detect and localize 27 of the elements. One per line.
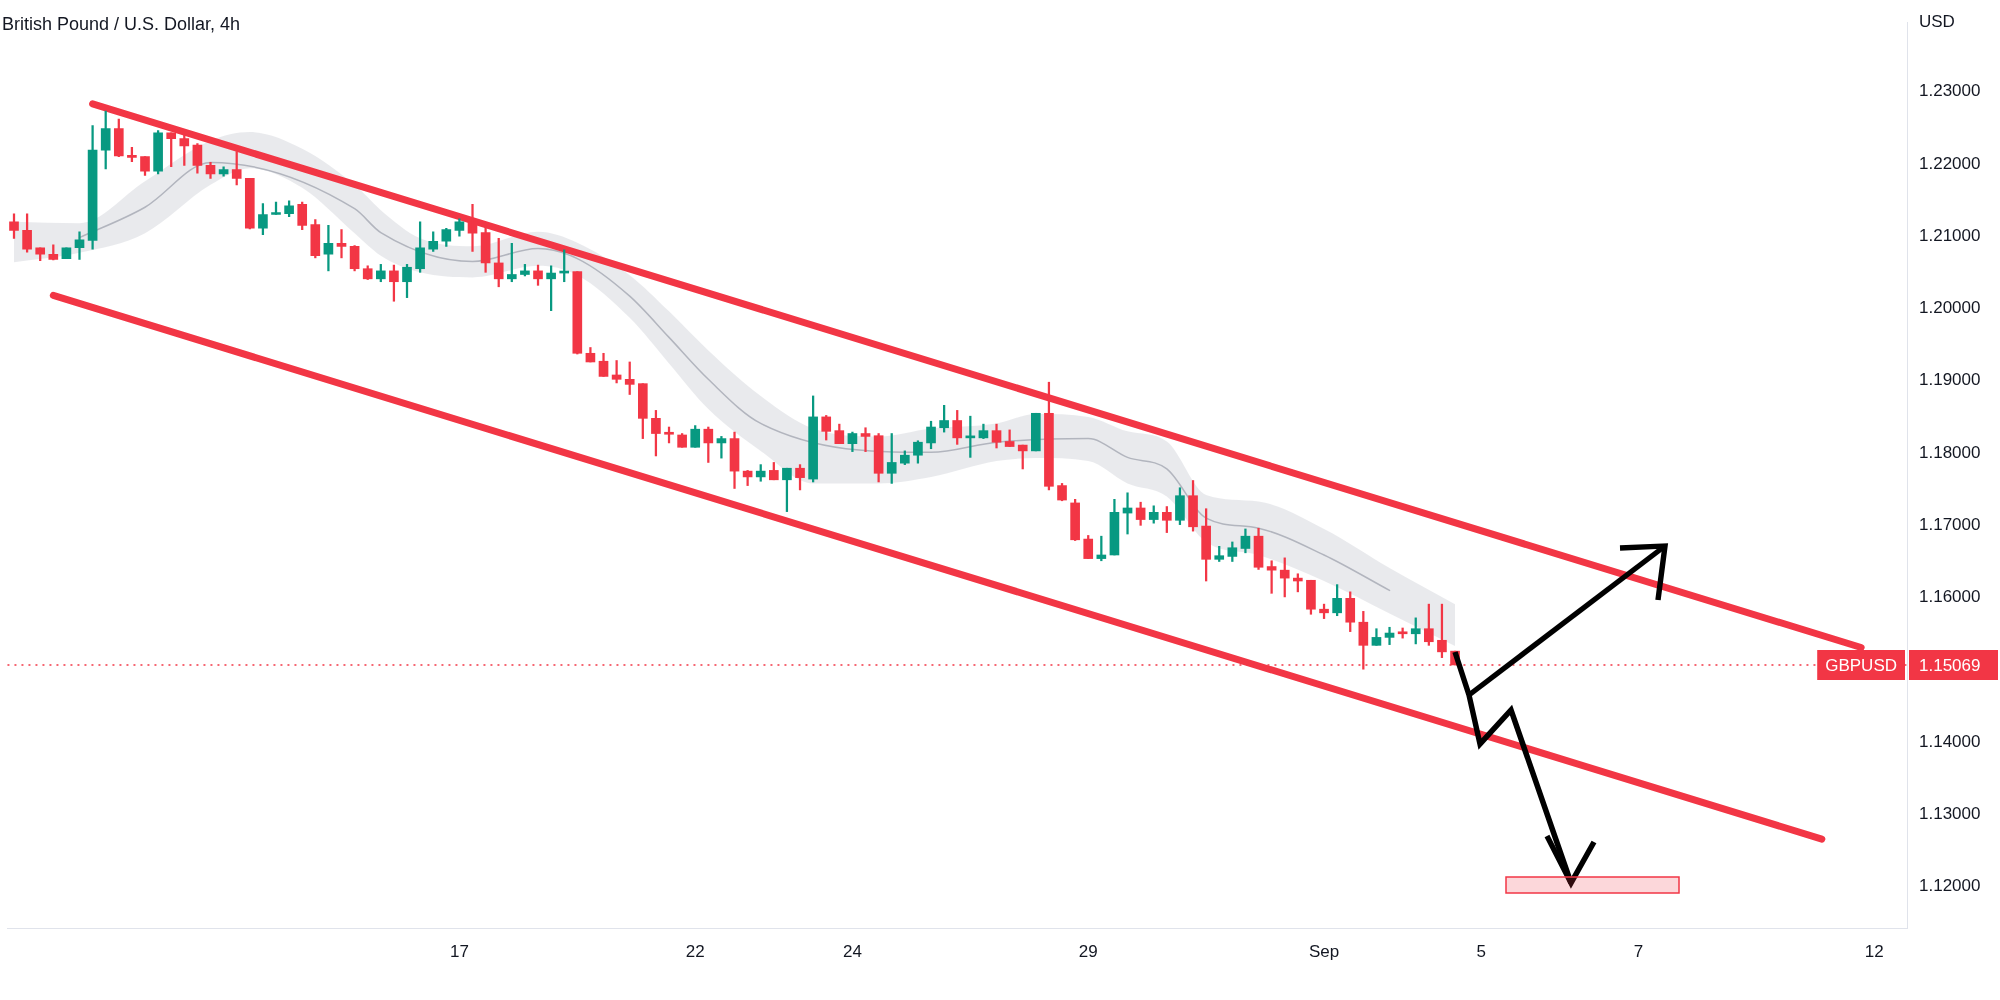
- x-tick-label: 17: [449, 941, 469, 961]
- candlestick: [61, 247, 72, 259]
- y-tick-label: 1.21000: [1919, 225, 1981, 245]
- y-tick-label: 1.19000: [1919, 370, 1981, 390]
- candlestick: [271, 201, 281, 215]
- text: 1.15069: [1919, 655, 1981, 675]
- x-tick-label: Sep: [1308, 941, 1340, 961]
- y-tick-label: 1.16000: [1919, 587, 1981, 607]
- y-tick-label: 1.17000: [1919, 515, 1981, 535]
- x-tick-label: 24: [842, 941, 862, 961]
- y-tick-label: 1.22000: [1919, 153, 1981, 173]
- y-tick-label: 1.12000: [1919, 876, 1981, 896]
- y-tick-label: 1.18000: [1919, 442, 1981, 462]
- x-tick-label: 5: [1476, 941, 1486, 961]
- y-tick-label: 1.23000: [1919, 81, 1981, 101]
- x-tick-label: 12: [1864, 941, 1884, 961]
- y-tick-label: 1.20000: [1919, 298, 1981, 318]
- candlestick: [166, 132, 177, 168]
- chart-title: British Pound / U.S. Dollar, 4h: [2, 13, 241, 34]
- candlestick: [35, 247, 46, 262]
- y-axis-title: USD: [1919, 11, 1955, 31]
- y-tick-label: 1.13000: [1919, 804, 1981, 824]
- x-tick-label: 29: [1078, 941, 1098, 961]
- x-tick-label: 7: [1633, 941, 1644, 961]
- ref-line-label: GBPUSD: [1825, 655, 1897, 675]
- y-tick-label: 1.14000: [1919, 731, 1981, 751]
- x-tick-label: 22: [685, 941, 705, 961]
